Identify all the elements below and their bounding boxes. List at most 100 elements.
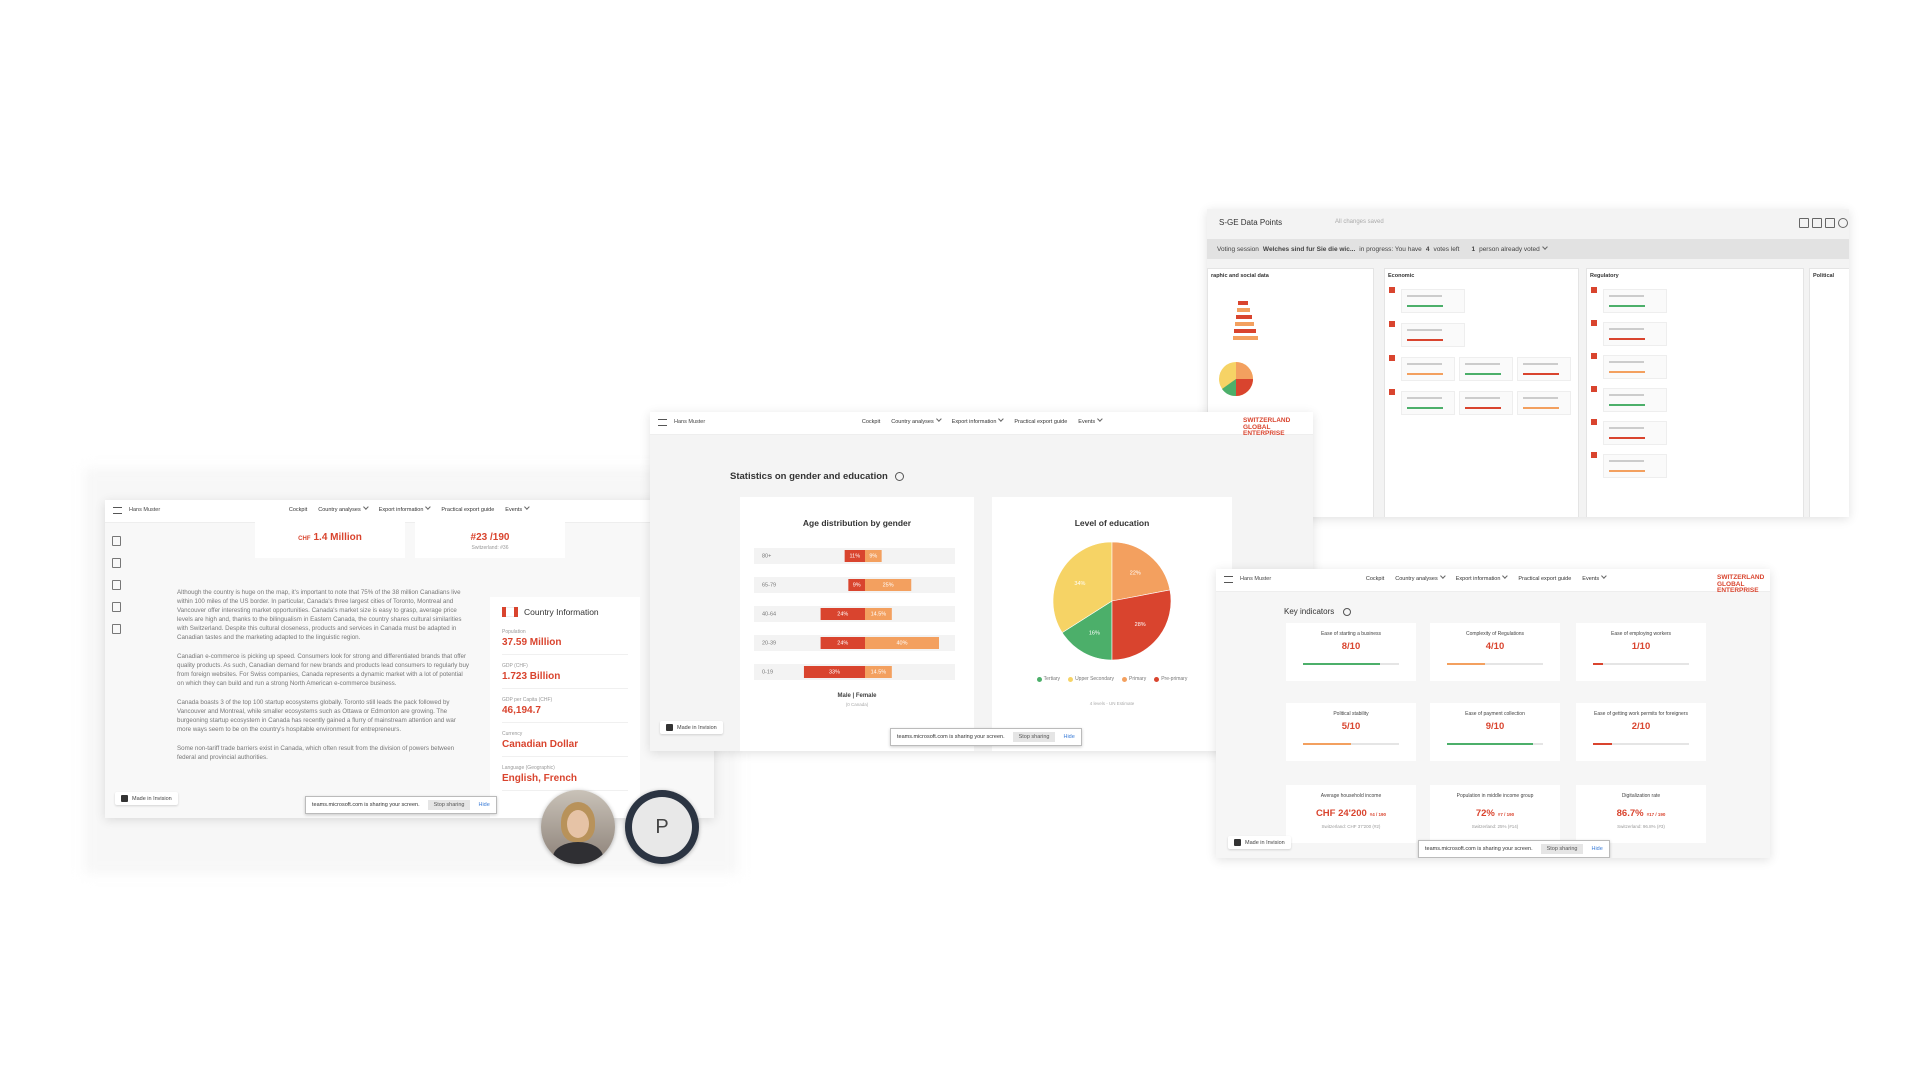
legend-item: Primary xyxy=(1121,676,1146,682)
stat-value: #23 /190 xyxy=(470,532,510,543)
nav-item[interactable]: Country analyses xyxy=(1395,576,1445,582)
score-track xyxy=(1303,663,1399,665)
nav-item[interactable]: Cockpit xyxy=(288,507,308,513)
mini-card xyxy=(1401,357,1455,381)
score-track xyxy=(1593,743,1689,745)
window-title: S-GE Data Points xyxy=(1219,218,1283,227)
score-track xyxy=(1593,663,1689,665)
toolbar-icon[interactable] xyxy=(1825,218,1835,228)
value-label: 9% xyxy=(853,582,861,588)
column-title: Regulatory xyxy=(1590,273,1619,279)
bar xyxy=(865,608,892,620)
sidebar-icon[interactable] xyxy=(112,558,121,568)
mini-pie xyxy=(1219,362,1253,397)
nav-item[interactable]: Cockpit xyxy=(861,419,881,425)
mini-bar xyxy=(1609,371,1645,373)
nav-item[interactable]: Country analyses xyxy=(318,507,368,513)
person-body xyxy=(553,842,603,864)
participant-avatar[interactable]: P xyxy=(625,790,699,864)
mini-card xyxy=(1401,391,1455,415)
nav-item[interactable]: Export information xyxy=(1456,576,1508,582)
nav-item[interactable]: Country analyses xyxy=(891,419,941,425)
badge-text: Made in Invision xyxy=(1245,839,1285,846)
sidebar-icon[interactable] xyxy=(112,580,121,590)
chart-note: (0 Canada) xyxy=(845,702,869,707)
mini-text xyxy=(1609,427,1644,429)
share-bar: teams.microsoft.com is sharing your scre… xyxy=(1418,840,1610,858)
paragraph: Canadian e-commerce is picking up speed.… xyxy=(177,653,469,687)
item-marker xyxy=(1389,287,1395,293)
sidebar-icon[interactable] xyxy=(112,602,121,612)
mini-bar xyxy=(1236,315,1252,319)
indicator-value-line: CHF 24'200 #4 / 190 xyxy=(1286,803,1416,821)
menu-icon[interactable] xyxy=(658,419,667,426)
key-indicators-page: Hans Muster Cockpit Country analyses Export… xyxy=(1216,569,1770,858)
stop-sharing-button[interactable]: Stop sharing xyxy=(427,800,471,810)
stat-line: #23 /190 xyxy=(415,532,565,543)
nav-item[interactable]: Export information xyxy=(379,507,431,513)
value-label: 9% xyxy=(869,553,877,559)
education-chart: 16% 34% 22% 28% xyxy=(1052,541,1172,661)
mini-text xyxy=(1407,363,1442,365)
legend: Tertiary Upper Secondary Primary Pre-primar… xyxy=(992,676,1232,682)
nav-item[interactable]: Practical export guide xyxy=(1014,419,1068,425)
person-face xyxy=(567,810,589,838)
value-label: 24% xyxy=(837,611,848,617)
toolbar-icon[interactable] xyxy=(1799,218,1809,228)
sidebar-icon[interactable] xyxy=(112,624,121,634)
score-bar xyxy=(1447,663,1486,665)
toolbar-icon[interactable] xyxy=(1838,218,1848,228)
hide-button[interactable]: Hide xyxy=(478,802,490,808)
nav-item[interactable]: Events xyxy=(505,507,529,513)
legend-label: Tertiary xyxy=(1043,676,1061,682)
indicator-score: 5/10 xyxy=(1341,721,1361,732)
hide-button[interactable]: Hide xyxy=(1063,734,1075,740)
column-title: Political xyxy=(1813,273,1835,279)
indicator-card: Political stability 5/10 xyxy=(1286,703,1416,761)
nav-item[interactable]: Events xyxy=(1582,576,1606,582)
mini-bar xyxy=(1407,305,1443,307)
indicator-value-line: 72% #7 / 190 xyxy=(1430,803,1560,821)
toolbar-icon[interactable] xyxy=(1812,218,1822,228)
indicator-card: Digitalization rate 86.7% #17 / 190 Switzer… xyxy=(1576,785,1706,843)
votes-left: 4 xyxy=(1425,245,1430,253)
mini-bar xyxy=(1609,404,1645,406)
category-label: 80+ xyxy=(762,553,771,559)
nav-item[interactable]: Events xyxy=(1078,419,1102,425)
nav-item[interactable]: Practical export guide xyxy=(441,507,495,513)
item-marker xyxy=(1389,355,1395,361)
mini-bar xyxy=(1465,373,1501,375)
nav-item[interactable]: Cockpit xyxy=(1365,576,1385,582)
share-bar: teams.microsoft.com is sharing your scre… xyxy=(305,796,497,814)
nav-item[interactable]: Export information xyxy=(952,419,1004,425)
help-icon[interactable] xyxy=(895,472,904,481)
value-label: 14.5% xyxy=(871,611,887,617)
mini-text xyxy=(1609,328,1644,330)
stop-sharing-button[interactable]: Stop sharing xyxy=(1012,732,1056,742)
indicator-card: Ease of getting work permits for foreign… xyxy=(1576,703,1706,761)
help-icon[interactable] xyxy=(1343,608,1351,616)
score-bar xyxy=(1593,663,1603,665)
indicator-title: Digitalization rate xyxy=(1621,793,1661,799)
mini-bar xyxy=(1234,329,1256,333)
participant-video[interactable] xyxy=(541,790,615,864)
country-info-title: Country Information xyxy=(524,607,599,617)
education-chart-card: Level of education 16% 34% 22% 28% Tertiary Up… xyxy=(992,497,1232,751)
mini-card xyxy=(1603,289,1667,313)
country-info-card: Country Information Population 37.59 Milli… xyxy=(490,597,640,818)
column-title: raphic and social data xyxy=(1211,273,1269,279)
top-bar: Hans Muster Cockpit Country analyses Export… xyxy=(105,500,714,523)
stop-sharing-button[interactable]: Stop sharing xyxy=(1540,844,1584,854)
score-track xyxy=(1447,743,1543,745)
nav-item[interactable]: Practical export guide xyxy=(1518,576,1572,582)
legend-swatch xyxy=(1154,676,1160,682)
voting-bar: Voting session Welches sind fur Sie die w… xyxy=(1207,239,1849,259)
mini-bar xyxy=(1407,339,1443,341)
info-label: GDP (CHF) xyxy=(502,663,528,669)
hide-button[interactable]: Hide xyxy=(1591,846,1603,852)
menu-icon[interactable] xyxy=(113,507,122,514)
bar xyxy=(865,550,882,562)
menu-icon[interactable] xyxy=(1224,576,1233,583)
sidebar-icon[interactable] xyxy=(112,536,121,546)
